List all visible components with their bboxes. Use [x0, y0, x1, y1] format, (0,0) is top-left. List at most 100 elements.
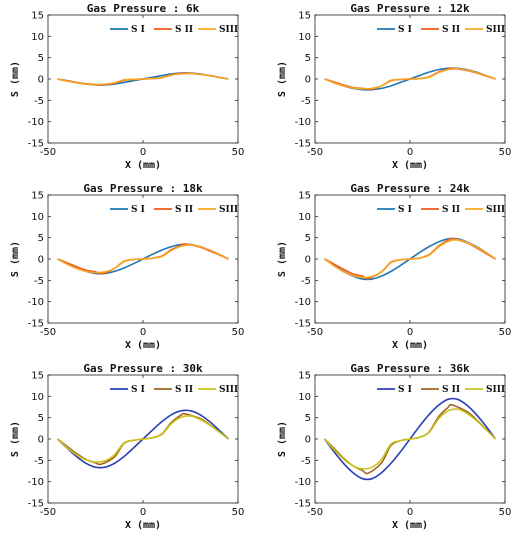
x-tick-label: 0 [407, 147, 413, 158]
chart-title: Gas Pressure : 24k [350, 182, 470, 195]
y-tick-label: -10 [28, 117, 44, 128]
y-tick-label: -15 [295, 499, 311, 510]
y-axis-label: S (mm) [277, 421, 288, 457]
y-tick-label: 10 [31, 212, 44, 223]
legend-label-2: S II [175, 205, 193, 215]
x-tick-label: 50 [499, 507, 512, 518]
y-tick-label: -15 [295, 319, 311, 330]
y-tick-label: -15 [295, 139, 311, 150]
y-tick-label: 5 [38, 53, 44, 64]
series-line-3 [56, 415, 229, 463]
y-tick-label: 10 [31, 32, 44, 43]
y-tick-label: 15 [31, 371, 44, 382]
y-tick-label: 0 [305, 255, 311, 266]
x-tick-label: 50 [232, 147, 245, 158]
x-tick-label: -50 [40, 147, 56, 158]
legend-label-1: S I [131, 205, 145, 215]
y-tick-label: 15 [31, 191, 44, 202]
y-tick-label: -15 [28, 139, 44, 150]
y-tick-label: -5 [34, 276, 44, 287]
y-tick-label: 10 [31, 392, 44, 403]
legend-label-1: S I [398, 385, 412, 395]
chart-title: Gas Pressure : 30k [83, 362, 203, 375]
series-line-3 [324, 238, 496, 279]
x-tick-label: 0 [407, 507, 413, 518]
legend-label-2: S II [442, 385, 460, 395]
y-tick-label: 10 [298, 392, 311, 403]
x-tick-label: 50 [499, 147, 512, 158]
chart-title: Gas Pressure : 18k [83, 182, 203, 195]
y-tick-label: -10 [295, 297, 311, 308]
y-tick-label: 5 [305, 53, 311, 64]
x-tick-label: 0 [140, 327, 146, 338]
y-tick-label: 15 [298, 11, 311, 22]
y-tick-label: -10 [28, 477, 44, 488]
legend-label-2: S II [175, 25, 193, 35]
x-tick-label: -50 [40, 507, 56, 518]
x-tick-label: 50 [499, 327, 512, 338]
x-tick-label: -50 [40, 327, 56, 338]
y-tick-label: -15 [28, 499, 44, 510]
legend-label-3: SIII [486, 205, 505, 215]
legend-label-3: SIII [219, 385, 238, 395]
y-axis-label: S (mm) [10, 241, 21, 277]
x-axis-label: X (mm) [392, 340, 428, 351]
x-tick-label: -50 [307, 327, 323, 338]
x-tick-label: 50 [232, 507, 245, 518]
chart-title: Gas Pressure : 6k [87, 2, 200, 15]
y-tick-label: -5 [301, 276, 311, 287]
x-tick-label: 0 [140, 147, 146, 158]
x-axis-label: X (mm) [392, 520, 428, 531]
legend-label-1: S I [398, 25, 412, 35]
x-axis-label: X (mm) [392, 160, 428, 171]
y-tick-label: 15 [298, 191, 311, 202]
y-tick-label: 0 [305, 75, 311, 86]
legend-label-2: S II [175, 385, 193, 395]
legend-label-3: SIII [486, 385, 505, 395]
y-axis-label: S (mm) [277, 61, 288, 97]
y-tick-label: 10 [298, 212, 311, 223]
y-axis-label: S (mm) [10, 61, 21, 97]
y-tick-label: -5 [301, 456, 311, 467]
series-line-3 [323, 408, 497, 470]
y-tick-label: -5 [301, 96, 311, 107]
x-tick-label: -50 [307, 147, 323, 158]
x-tick-label: 0 [407, 327, 413, 338]
x-tick-label: -50 [307, 507, 323, 518]
y-tick-label: 5 [38, 233, 44, 244]
y-tick-label: -10 [295, 477, 311, 488]
y-tick-label: 15 [31, 11, 44, 22]
series-line-3 [324, 67, 496, 90]
y-tick-label: -10 [28, 297, 44, 308]
legend-label-1: S I [131, 25, 145, 35]
y-tick-label: 0 [305, 435, 311, 446]
x-tick-label: 50 [232, 327, 245, 338]
x-axis-label: X (mm) [125, 160, 161, 171]
chart-title: Gas Pressure : 36k [350, 362, 470, 375]
y-axis-label: S (mm) [277, 241, 288, 277]
series-line-3 [57, 244, 229, 274]
legend-label-1: S I [398, 205, 412, 215]
y-tick-label: 0 [38, 75, 44, 86]
y-tick-label: 5 [38, 413, 44, 424]
y-tick-label: -15 [28, 319, 44, 330]
x-axis-label: X (mm) [125, 520, 161, 531]
x-axis-label: X (mm) [125, 340, 161, 351]
y-tick-label: 10 [298, 32, 311, 43]
legend-label-2: S II [442, 25, 460, 35]
y-tick-label: -5 [34, 96, 44, 107]
x-tick-label: 0 [140, 507, 146, 518]
legend-label-3: SIII [219, 205, 238, 215]
y-tick-label: 5 [305, 233, 311, 244]
legend-label-2: S II [442, 205, 460, 215]
legend-label-3: SIII [486, 25, 505, 35]
y-tick-label: 0 [38, 255, 44, 266]
y-tick-label: 0 [38, 435, 44, 446]
y-axis-label: S (mm) [10, 421, 21, 457]
